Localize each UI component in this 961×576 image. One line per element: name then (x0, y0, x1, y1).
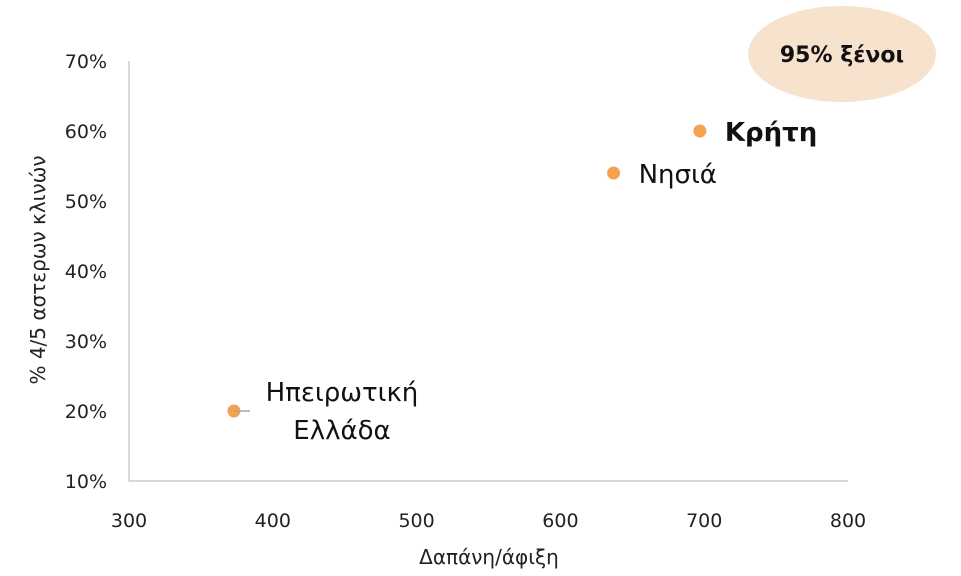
y-tick-label: 10% (65, 471, 107, 493)
y-tick-label: 60% (65, 121, 107, 143)
x-tick-label: 800 (830, 510, 866, 532)
y-tick-label: 70% (65, 51, 107, 73)
point-label: Νησιά (639, 160, 717, 190)
x-axis-title: Δαπάνη/άφιξη (419, 545, 559, 569)
point-label: Ελλάδα (293, 416, 390, 446)
point-label: Κρήτη (725, 118, 817, 148)
annotation-text: 95% ξένοι (780, 43, 904, 68)
y-tick-label: 50% (65, 191, 107, 213)
tick-labels: 300 400 500 600 700 800 10% 20% 30% 40% 50% 60% 70% (65, 51, 866, 532)
point-labels: Ηπειρωτική Ελλάδα Νησιά Κρήτη (233, 118, 817, 446)
x-tick-label: 600 (542, 510, 578, 532)
x-tick-label: 300 (111, 510, 147, 532)
annotation-ellipse (748, 6, 936, 102)
y-tick-label: 30% (65, 331, 107, 353)
annotation-badge: 95% ξένοι (748, 6, 936, 102)
point-label: Ηπειρωτική (266, 378, 419, 408)
data-point (607, 166, 621, 180)
y-axis-title: % 4/5 αστερων κλινών (26, 155, 50, 384)
axes (128, 61, 848, 482)
y-tick-label: 20% (65, 401, 107, 423)
y-tick-label: 40% (65, 261, 107, 283)
data-points (227, 124, 707, 418)
x-tick-label: 700 (686, 510, 722, 532)
x-tick-label: 500 (398, 510, 434, 532)
x-tick-label: 400 (255, 510, 291, 532)
data-point (693, 124, 707, 138)
